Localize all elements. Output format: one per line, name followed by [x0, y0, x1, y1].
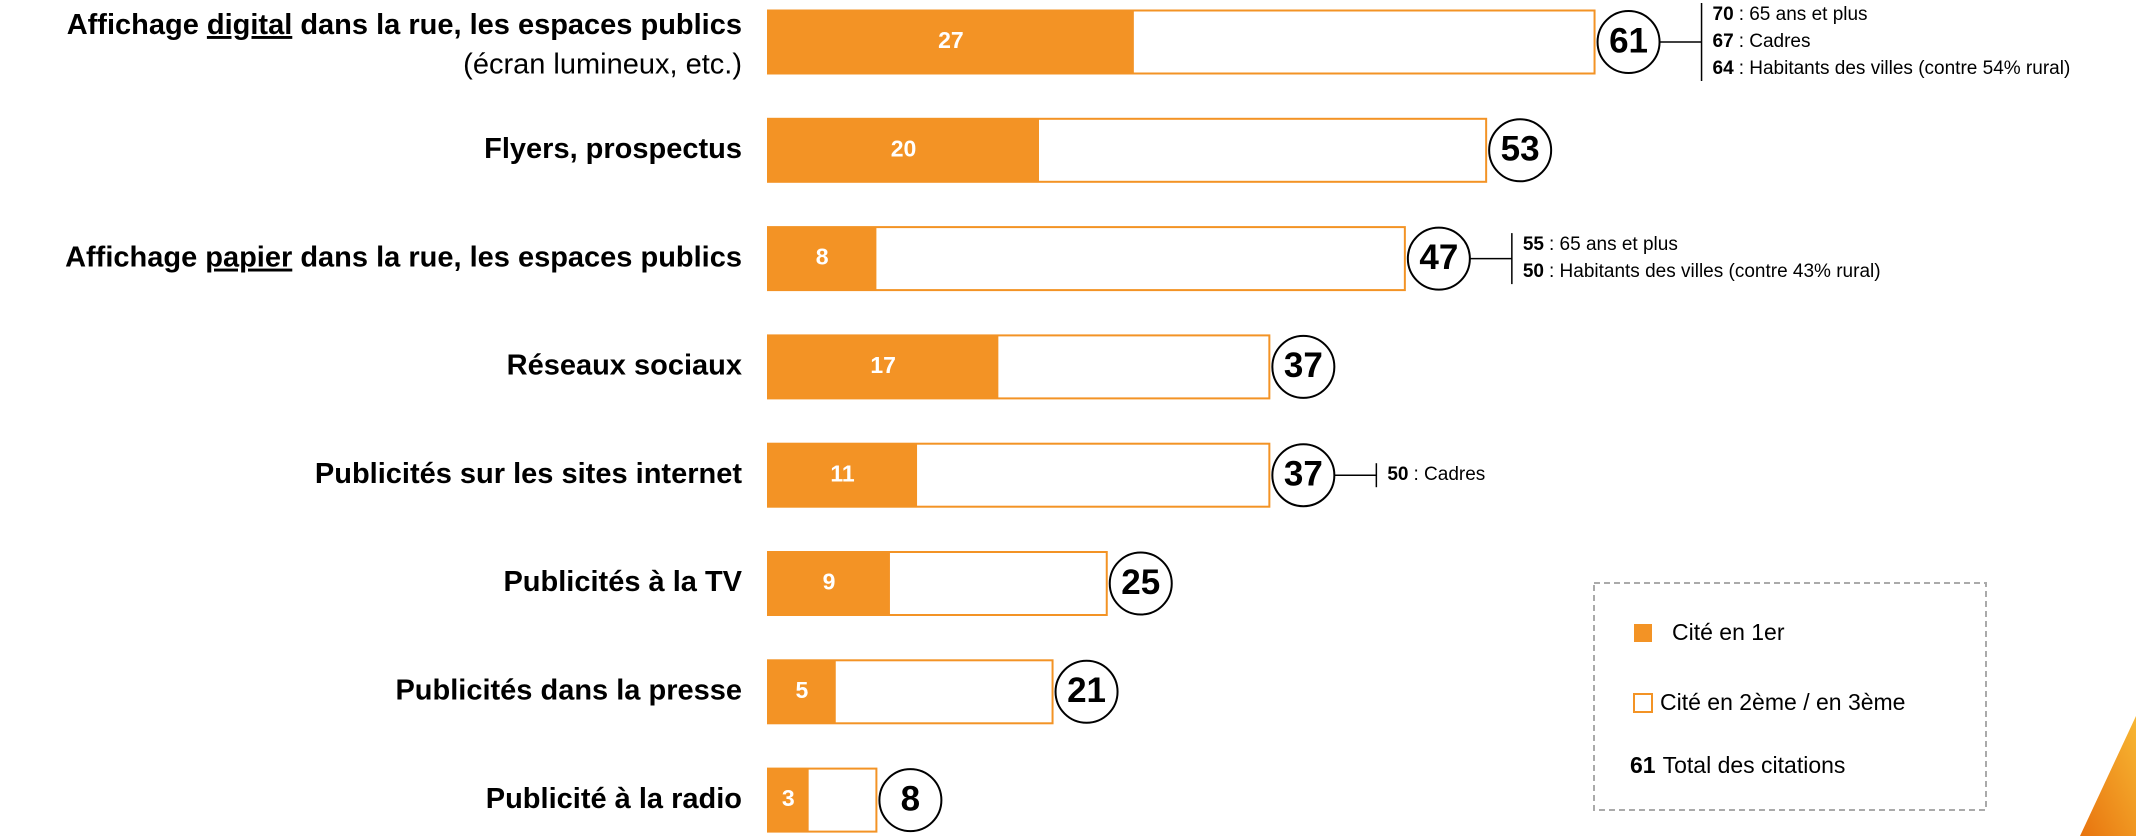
category-label: Affichage papier dans la rue, les espace…: [65, 241, 742, 273]
note-value: 70: [1713, 4, 1734, 25]
total-circle: [1108, 551, 1173, 616]
total-circle: [1271, 334, 1336, 399]
total-label: 8: [901, 779, 920, 818]
note-text: : 65 ans et plus: [1739, 4, 1868, 25]
total-circle: [1054, 659, 1119, 724]
note-value: 67: [1713, 31, 1734, 52]
category-label: Publicités à la TV: [503, 566, 742, 598]
note-value: 64: [1713, 58, 1735, 79]
total-circle: [878, 768, 943, 833]
total-circle: [1488, 118, 1553, 183]
bar-first: [768, 335, 999, 399]
legend-label: Cité en 1er: [1672, 619, 1785, 645]
bar-first: [768, 660, 836, 724]
category-note: (écran lumineux, etc.): [463, 49, 742, 81]
note-text: : Cadres: [1739, 31, 1811, 52]
total-label: 61: [1609, 21, 1648, 60]
total-label: 47: [1419, 238, 1458, 277]
bar-first: [768, 768, 809, 832]
note-value: 55: [1523, 234, 1545, 255]
total-label: 21: [1067, 671, 1106, 710]
bar-first: [768, 118, 1039, 182]
note: 55: 65 ans et plus: [1523, 234, 1678, 255]
value-label: 9: [823, 569, 836, 595]
value-label: 8: [816, 244, 829, 270]
legend-swatch: [1634, 624, 1652, 642]
category-label-part: dans la rue, les espaces publics: [292, 9, 742, 41]
category-label-part: papier: [205, 241, 292, 273]
value-label: 20: [891, 135, 917, 161]
bar-first: [768, 552, 890, 615]
note-text: : Cadres: [1413, 464, 1485, 485]
value-label: 3: [782, 785, 795, 811]
note: 70: 65 ans et plus: [1713, 4, 1868, 25]
category-label: Affichage digital dans la rue, les espac…: [67, 9, 742, 41]
legend-box: [1593, 582, 1987, 811]
bar-first: [768, 443, 918, 507]
total-label: 37: [1284, 454, 1323, 493]
total-label: 37: [1284, 346, 1323, 385]
legend-label: 61 Total des citations: [1630, 752, 1845, 778]
category-label-part: digital: [207, 9, 292, 41]
legend-swatch: [1633, 693, 1653, 713]
note: 50: Habitants des villes (contre 43% rur…: [1523, 261, 1881, 282]
note: 67: Cadres: [1713, 31, 1811, 52]
bar-first: [768, 227, 877, 291]
category-label: Réseaux sociaux: [507, 350, 742, 382]
corner-decoration: [2080, 716, 2136, 836]
value-label: 27: [938, 27, 964, 53]
value-label: 11: [830, 460, 855, 486]
note-value: 50: [1387, 464, 1408, 485]
note-text: : Habitants des villes (contre 54% rural…: [1739, 58, 2071, 79]
bar-first: [768, 10, 1134, 74]
total-label: 53: [1501, 130, 1540, 169]
value-label: 17: [870, 352, 896, 378]
total-label: 25: [1121, 563, 1160, 602]
category-label: Publicités dans la presse: [395, 674, 742, 706]
note-value: 50: [1523, 261, 1544, 282]
note: 64: Habitants des villes (contre 54% rur…: [1713, 58, 2071, 79]
note-text: : 65 ans et plus: [1549, 234, 1678, 255]
category-label: Flyers, prospectus: [484, 133, 742, 165]
note-text: : Habitants des villes (contre 43% rural…: [1549, 261, 1881, 282]
category-label-part: dans la rue, les espaces publics: [292, 241, 742, 273]
note: 50: Cadres: [1387, 464, 1485, 485]
legend-total-label: Total des citations: [1663, 752, 1846, 778]
legend-total-value: 61: [1630, 752, 1656, 778]
category-label-part: Affichage: [67, 9, 207, 41]
value-label: 5: [795, 677, 808, 703]
category-label-part: Affichage: [65, 241, 205, 273]
category-label: Publicité à la radio: [486, 783, 742, 815]
legend-label: Cité en 2ème / en 3ème: [1660, 689, 1905, 715]
category-label: Publicités sur les sites internet: [315, 458, 742, 490]
